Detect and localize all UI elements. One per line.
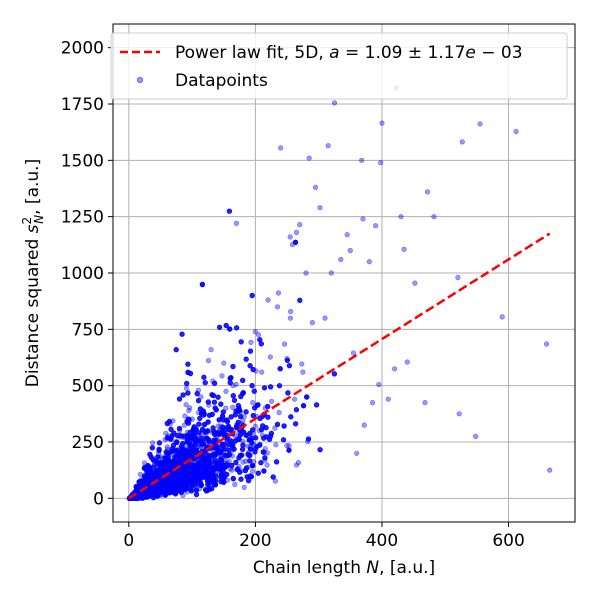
data-point	[243, 458, 249, 464]
data-point	[233, 381, 239, 387]
data-point	[273, 442, 279, 448]
data-point	[240, 418, 246, 424]
data-point	[164, 444, 170, 450]
data-point	[162, 437, 168, 443]
data-point	[212, 380, 218, 386]
data-point	[218, 401, 224, 407]
data-point	[183, 385, 189, 391]
data-point	[189, 416, 195, 422]
data-point	[299, 361, 305, 367]
data-point	[295, 460, 302, 466]
data-point	[250, 468, 256, 474]
data-point	[205, 357, 212, 364]
data-point	[205, 399, 211, 405]
data-point	[286, 363, 293, 369]
data-point	[183, 402, 189, 408]
data-point	[281, 423, 287, 429]
data-point	[182, 413, 188, 419]
data-point	[230, 404, 236, 411]
data-point	[240, 459, 246, 465]
data-point	[251, 459, 257, 465]
data-point	[247, 458, 253, 464]
data-point	[241, 414, 247, 420]
data-point	[181, 422, 187, 428]
data-point	[198, 394, 204, 400]
data-point	[180, 492, 186, 498]
data-point	[275, 290, 282, 296]
data-point	[250, 400, 256, 406]
data-point	[223, 388, 229, 395]
data-point	[269, 398, 275, 404]
data-point	[232, 481, 238, 488]
data-point	[288, 414, 294, 420]
data-point	[272, 425, 278, 431]
data-point	[253, 368, 259, 374]
data-point	[173, 347, 179, 353]
data-point	[240, 438, 246, 444]
data-point	[267, 354, 273, 360]
data-point	[241, 484, 247, 491]
data-point	[163, 430, 169, 436]
data-point	[248, 339, 254, 346]
data-point	[255, 332, 262, 338]
data-point	[282, 341, 288, 347]
data-point	[150, 440, 156, 446]
data-point	[288, 308, 294, 315]
data-point	[223, 405, 229, 411]
data-point	[280, 437, 287, 443]
data-point	[284, 443, 290, 449]
data-point	[264, 450, 271, 456]
data-point	[287, 315, 294, 321]
data-point	[264, 462, 270, 468]
data-points	[126, 85, 553, 501]
data-point	[215, 423, 221, 429]
data-point	[258, 460, 264, 466]
data-point	[185, 361, 191, 367]
data-point	[274, 459, 280, 465]
data-point	[219, 373, 225, 379]
data-point	[230, 393, 236, 399]
data-point	[265, 403, 271, 410]
data-point	[276, 409, 282, 416]
data-point	[155, 454, 161, 460]
data-point	[213, 407, 219, 413]
data-point	[272, 478, 279, 484]
data-point	[252, 423, 258, 429]
